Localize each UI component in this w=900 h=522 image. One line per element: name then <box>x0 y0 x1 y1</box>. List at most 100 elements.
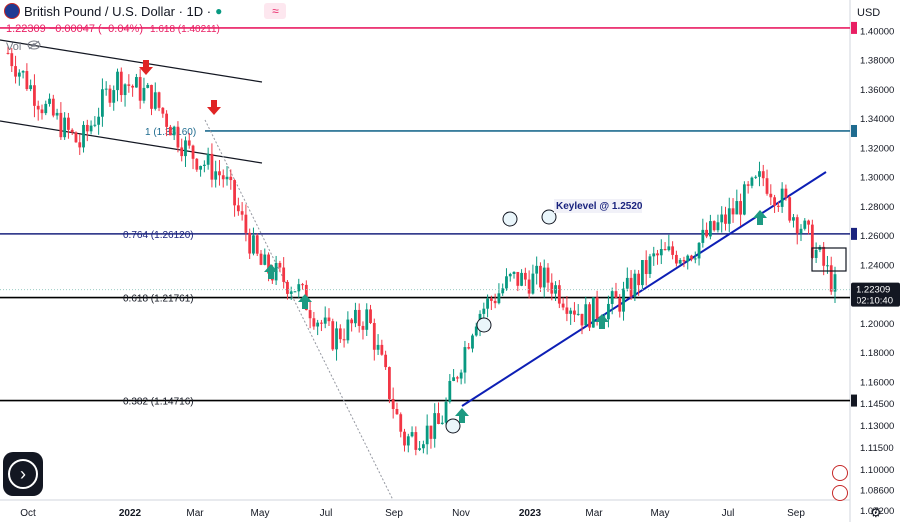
candle-body <box>131 85 135 88</box>
candle-body <box>210 153 214 180</box>
candle-body <box>327 317 331 322</box>
indicator-icon[interactable]: ≈ <box>264 3 287 19</box>
candle-body <box>229 176 233 181</box>
candle-body <box>810 224 814 258</box>
candle-body <box>29 85 33 90</box>
symbol-header[interactable]: British Pound / U.S. Dollar · 1D · ● ≈ <box>4 3 287 19</box>
candle-body <box>693 258 697 260</box>
candle-body <box>335 328 338 350</box>
quote-readout: 1.22309 −0.00047 (−0.04%) <box>6 23 144 35</box>
candle-body <box>123 84 127 96</box>
currency-label[interactable]: USD <box>857 7 881 19</box>
candle-body <box>727 208 731 224</box>
candle-body <box>720 214 724 223</box>
candle-body <box>523 272 527 280</box>
candle-body <box>758 171 761 177</box>
candle-body <box>85 124 89 132</box>
fib-level-label: 0.382 (1.14716) <box>123 397 194 408</box>
candle-body <box>641 260 644 286</box>
candle-body <box>569 310 573 314</box>
candle-body <box>437 413 440 425</box>
usd-flag-icon[interactable] <box>832 485 848 501</box>
price-tick-label: 1.20000 <box>860 319 894 330</box>
candle-body <box>134 77 138 88</box>
countdown-label: 02:10:40 <box>856 296 893 307</box>
price-tick-label: 1.07200 <box>860 506 894 517</box>
candle-body <box>36 105 40 110</box>
candle-body <box>686 255 690 262</box>
candle-body <box>101 89 104 117</box>
candle-body <box>282 267 286 282</box>
candle-body <box>618 297 622 312</box>
fib-axis-tag <box>851 394 857 407</box>
eye-off-icon[interactable] <box>27 40 41 53</box>
candle-body <box>74 132 78 143</box>
candle-body <box>486 298 489 309</box>
candle-body <box>316 322 320 327</box>
candle-body <box>369 309 372 324</box>
candle-body <box>531 273 535 294</box>
candle-body <box>652 253 656 257</box>
expand-panel-button[interactable]: › <box>3 452 43 496</box>
arrow-up-icon <box>595 314 609 329</box>
candle-body <box>750 177 754 186</box>
candle-body <box>659 249 663 256</box>
price-tick-label: 1.11500 <box>860 443 894 454</box>
candle-body <box>410 432 414 437</box>
candle-body <box>829 265 833 292</box>
price-tick-label: 1.10000 <box>860 465 894 476</box>
candle-body <box>591 297 595 328</box>
candle-body <box>671 246 675 255</box>
time-tick-label: Sep <box>385 508 403 519</box>
candle-body <box>803 220 807 229</box>
candle-body <box>482 308 486 314</box>
candle-body <box>761 171 765 179</box>
candle-body <box>833 274 837 292</box>
time-tick-label: Sep <box>787 508 805 519</box>
candle-body <box>799 228 803 234</box>
time-tick-label: May <box>251 508 270 519</box>
candle-body <box>561 303 565 308</box>
candle-body <box>489 298 493 301</box>
candle-body <box>754 176 758 178</box>
candle-body <box>14 66 17 77</box>
candle-body <box>320 322 323 324</box>
candle-body <box>792 217 795 221</box>
price-tick-label: 1.32000 <box>860 143 894 154</box>
candle-body <box>312 318 316 327</box>
candle-body <box>153 92 157 109</box>
candle-body <box>361 325 365 330</box>
price-tick-label: 1.26000 <box>860 231 894 242</box>
candle-body <box>516 271 520 286</box>
candle-body <box>814 249 818 258</box>
candle-body <box>44 103 48 114</box>
candle-body <box>539 265 542 288</box>
price-tick-label: 1.36000 <box>860 85 894 96</box>
candle-body <box>474 326 478 336</box>
candle-body <box>637 273 641 286</box>
candle-body <box>708 221 712 237</box>
candle-body <box>376 344 380 350</box>
candle-body <box>184 140 187 157</box>
candle-body <box>380 344 384 355</box>
candle-body <box>784 188 788 198</box>
candle-body <box>433 413 437 439</box>
arrow-up-icon <box>753 210 767 225</box>
candle-body <box>218 171 221 176</box>
candle-body <box>82 124 85 148</box>
candle-body <box>440 422 444 425</box>
candle-body <box>795 217 799 234</box>
candle-body <box>667 246 671 251</box>
candle-body <box>656 253 659 256</box>
symbol-title[interactable]: British Pound / U.S. Dollar · 1D · <box>24 3 212 19</box>
settings-gear-icon[interactable]: ⚙ <box>870 505 882 520</box>
candle-body <box>33 85 36 106</box>
candle-body <box>780 188 784 207</box>
candle-body <box>119 71 123 96</box>
gbp-flag-icon[interactable] <box>832 465 848 481</box>
candle-body <box>724 214 727 224</box>
candle-body <box>471 335 474 349</box>
candle-body <box>448 380 452 402</box>
volume-legend[interactable]: Vol <box>6 40 41 53</box>
